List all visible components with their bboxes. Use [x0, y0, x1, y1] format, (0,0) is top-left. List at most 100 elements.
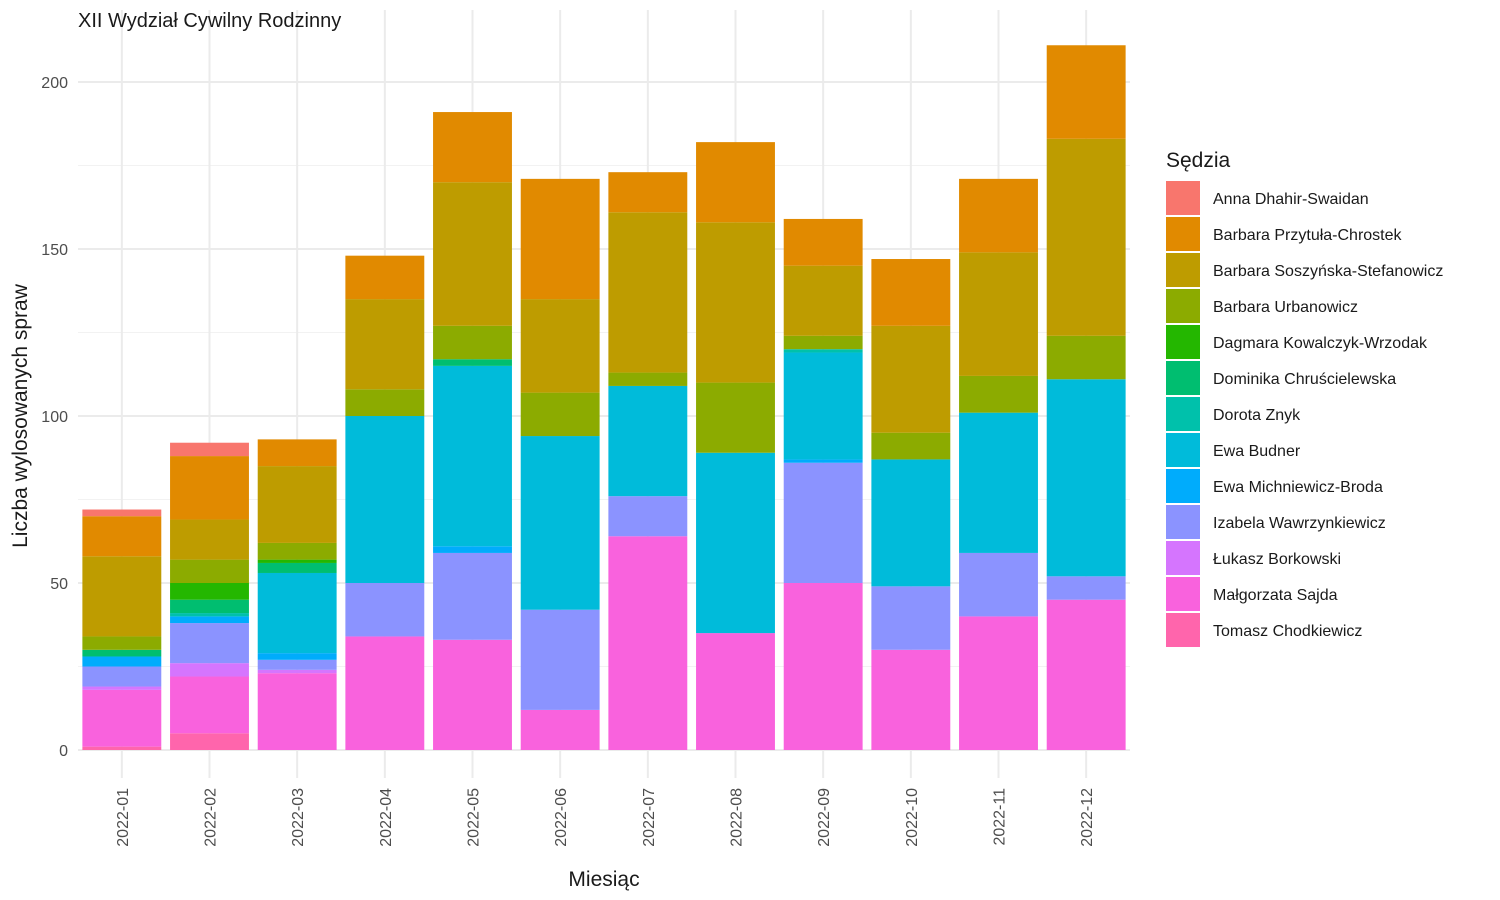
bar-segment [608, 372, 688, 386]
bar-segment [959, 412, 1038, 553]
x-tick-label: 2022-10 [904, 788, 921, 847]
legend-label: Łukasz Borkowski [1213, 551, 1341, 568]
bar-segment [783, 218, 863, 266]
legend-swatch [1166, 181, 1200, 215]
bar-segment [433, 546, 512, 553]
legend-label: Barbara Soszyńska-Stefanowicz [1213, 263, 1443, 280]
bar-segment [520, 609, 600, 710]
bar-segment [257, 439, 337, 467]
bar-segment [1046, 45, 1126, 139]
bar-segment [433, 182, 512, 326]
legend-label: Dorota Znyk [1213, 407, 1301, 424]
bar-segment [696, 142, 775, 223]
bar-segment [783, 459, 863, 463]
bar-segment [345, 636, 425, 750]
bar-segment [520, 299, 600, 393]
y-tick-label: 0 [59, 743, 68, 760]
bar-segment [257, 653, 337, 660]
bar-segment [433, 359, 512, 366]
bar-segment [257, 673, 337, 750]
x-axis-ticks: 2022-01 2022-02 2022-03 2022-04 2022-05 2022-… [115, 788, 1096, 847]
bar-segment [170, 676, 249, 734]
bar-segment [345, 416, 425, 583]
bar-segment [82, 686, 162, 690]
x-tick-label: 2022-01 [115, 788, 132, 847]
bar-segment [783, 349, 863, 353]
bar-segment [433, 365, 512, 547]
bar-segment [257, 669, 337, 674]
bar-segment [871, 432, 951, 460]
bar-segment [257, 562, 337, 573]
bar-segment [82, 689, 162, 747]
x-tick-label: 2022-04 [378, 788, 395, 847]
bar-segment [1046, 576, 1126, 600]
bar-segment [871, 649, 951, 750]
bar-segment [257, 542, 337, 560]
bar-segment [257, 466, 337, 543]
legend-label: Barbara Urbanowicz [1213, 299, 1358, 316]
y-tick-label: 150 [41, 242, 68, 259]
bar-segment [959, 178, 1038, 253]
bar-segment [608, 172, 688, 213]
bar-segment [257, 559, 337, 563]
legend-swatch [1166, 541, 1200, 575]
bar-segment [871, 586, 951, 650]
bar-segment [82, 516, 162, 557]
x-tick-label: 2022-12 [1079, 788, 1096, 847]
legend-swatch [1166, 325, 1200, 359]
bar-segment [82, 746, 162, 750]
bar-segment [170, 733, 249, 750]
bar-segment [783, 352, 863, 460]
bar-segment [82, 656, 162, 667]
bar-segment [520, 392, 600, 437]
bar-segment [170, 616, 249, 624]
bar-segment [1046, 599, 1126, 750]
bar-segment [959, 616, 1038, 750]
legend-swatch [1166, 433, 1200, 467]
bar-segment [1046, 335, 1126, 380]
chart-title: XII Wydział Cywilny Rodzinny [78, 10, 341, 32]
bar-segment [783, 462, 863, 583]
bar-segment [696, 382, 775, 453]
x-tick-label: 2022-03 [290, 788, 307, 847]
x-tick-label: 2022-08 [729, 788, 746, 847]
bar-segment [433, 325, 512, 360]
bar-segment [345, 389, 425, 416]
bar-segment [871, 325, 951, 433]
y-axis-title: Liczba wylosowanych spraw [9, 283, 32, 548]
bar-segment [433, 552, 512, 640]
bar-segment [170, 623, 249, 664]
x-axis-title: Miesiąc [568, 868, 639, 891]
bar-segment [696, 452, 775, 634]
bar-segment [783, 265, 863, 336]
legend-label: Barbara Przytuła-Chrostek [1213, 227, 1403, 244]
legend-swatch [1166, 397, 1200, 431]
x-tick-label: 2022-07 [641, 788, 658, 847]
bar-segment [520, 436, 600, 610]
bar-segment [345, 299, 425, 390]
legend: Sędzia Anna Dhahir-Swaidan Barbara Przytu… [1166, 149, 1443, 647]
legend-swatch [1166, 505, 1200, 539]
bar-segment [959, 552, 1038, 617]
legend-title: Sędzia [1166, 149, 1231, 172]
bar-segment [82, 556, 162, 637]
bar-segment [696, 222, 775, 383]
bar-segment [170, 599, 249, 614]
bar-segment [257, 572, 337, 654]
x-tick-label: 2022-06 [553, 788, 570, 847]
bar-segment [257, 659, 337, 670]
bar-segment [520, 709, 600, 750]
legend-swatch [1166, 361, 1200, 395]
bar-segment [959, 375, 1038, 413]
bar-segment [608, 496, 688, 537]
x-tick-label: 2022-11 [992, 788, 1009, 846]
bar-segment [696, 633, 775, 750]
bar-segment [433, 112, 512, 183]
bar-segment [433, 639, 512, 750]
legend-label: Dominika Chruścielewska [1213, 371, 1396, 388]
legend-swatch [1166, 577, 1200, 611]
bar-segment [608, 385, 688, 497]
bar-segment [520, 178, 600, 300]
legend-label: Anna Dhahir-Swaidan [1213, 191, 1369, 208]
